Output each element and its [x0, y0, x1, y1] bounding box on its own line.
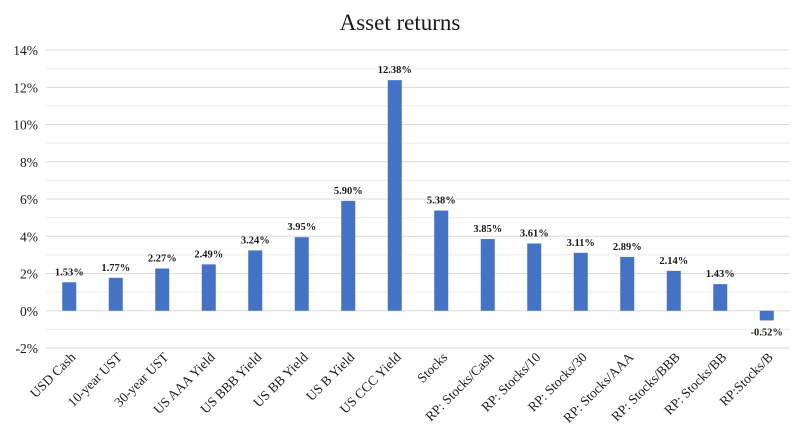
bar [759, 310, 774, 321]
data-label: 2.14% [659, 256, 688, 267]
y-tick-label: 8% [20, 155, 38, 170]
data-label: 5.38% [427, 196, 456, 207]
bar [666, 270, 681, 311]
bar [201, 264, 216, 311]
bar [713, 284, 728, 311]
y-tick-label: 0% [20, 304, 38, 319]
bar [62, 282, 77, 311]
y-tick-label: 14% [13, 43, 38, 58]
bar [387, 80, 402, 311]
data-label: 3.11% [567, 238, 595, 249]
bar [573, 252, 588, 311]
bar [341, 200, 356, 311]
data-label: 2.89% [613, 242, 642, 253]
y-tick-label: 12% [13, 80, 38, 95]
y-tick-label: 4% [20, 229, 38, 244]
data-label: 2.49% [194, 249, 223, 260]
bar [155, 268, 170, 311]
y-axis: -2% 0% 2% 4% 6% 8% 10% 12% 14% [13, 43, 38, 356]
bars [62, 80, 774, 321]
data-label: 3.61% [520, 229, 549, 240]
y-tick-label: 6% [20, 192, 38, 207]
data-label: 1.53% [55, 267, 84, 278]
data-label: 3.85% [473, 224, 502, 235]
data-label: -0.52% [751, 327, 783, 338]
bar [620, 256, 635, 311]
y-tick-label: 2% [20, 267, 38, 282]
y-tick-label: 10% [13, 118, 38, 133]
chart-title: Asset returns [340, 10, 461, 35]
bar [527, 243, 542, 311]
data-label: 1.77% [101, 263, 130, 274]
data-label: 1.43% [706, 269, 735, 280]
data-label: 3.95% [287, 222, 316, 233]
bar [480, 239, 495, 311]
bar [294, 237, 309, 311]
gridlines [46, 49, 790, 349]
bar [108, 277, 123, 311]
data-label: 2.27% [148, 253, 177, 264]
data-label: 12.38% [378, 65, 412, 76]
data-label: 5.90% [334, 186, 363, 197]
data-labels: 1.53% 1.77% 2.27% 2.49% 3.24% 3.95% 5.90% 12.38… [55, 65, 783, 338]
data-label: 3.24% [241, 235, 270, 246]
y-tick-label: -2% [16, 341, 39, 356]
x-tick-label: Stocks [414, 350, 450, 386]
bar [248, 250, 263, 311]
bar [434, 210, 449, 311]
